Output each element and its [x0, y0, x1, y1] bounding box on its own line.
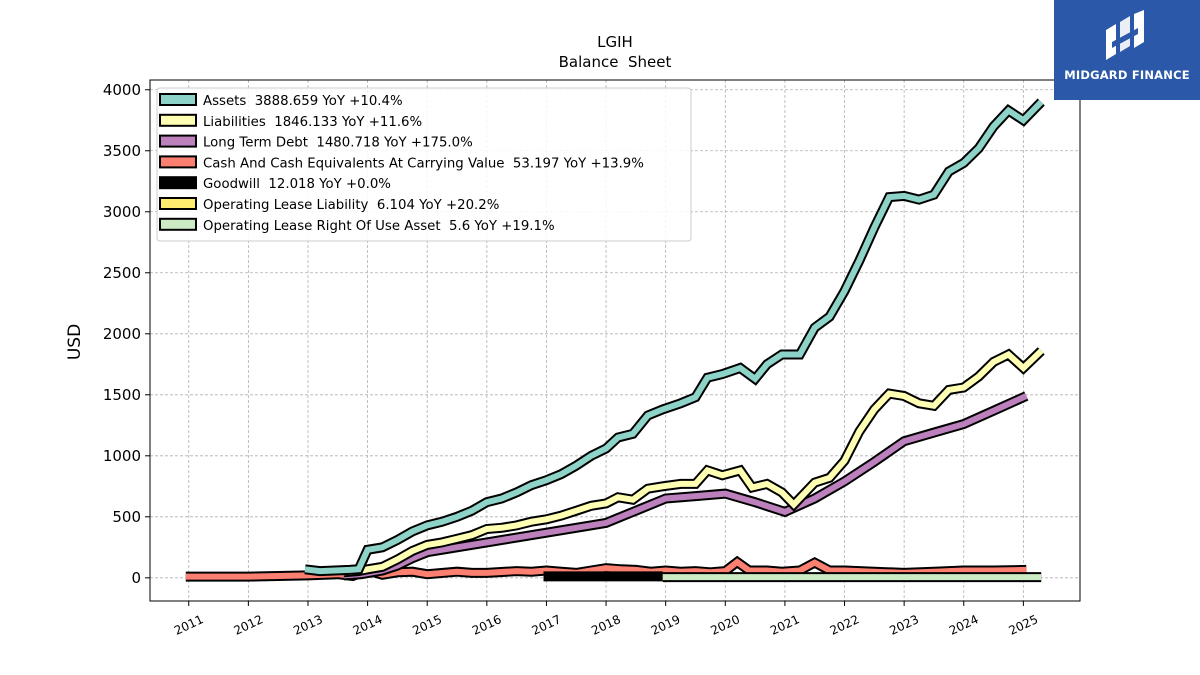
series-liabilities — [343, 347, 1045, 578]
legend-label: Operating Lease Liability 6.104 YoY +20.… — [203, 198, 499, 213]
series-layer — [185, 98, 1045, 583]
legend: Assets 3888.659 YoY +10.4% Liabilities 18… — [156, 87, 692, 242]
legend-label: Long Term Debt 1480.718 YoY +175.0% — [203, 136, 473, 151]
y-tick-label: 0 — [131, 569, 141, 587]
legend-label: Liabilities 1846.133 YoY +11.6% — [203, 115, 422, 130]
legend-swatch — [159, 155, 197, 169]
series-line — [343, 393, 1028, 579]
chart-title: LGIH — [597, 33, 633, 51]
series-long-term-debt — [343, 391, 1029, 581]
brand-logo-text: MIDGARD FINANCE — [1064, 68, 1190, 82]
plot-frame — [149, 79, 1081, 602]
y-tick-label: 3500 — [103, 142, 141, 160]
legend-label: Operating Lease Right Of Use Asset 5.6 Y… — [203, 219, 555, 234]
y-axis-label: USD — [65, 324, 85, 360]
brand-logo-mark-icon — [1106, 10, 1144, 60]
legend-label: Assets 3888.659 YoY +10.4% — [203, 94, 403, 109]
y-tick-label: 1000 — [103, 447, 141, 465]
legend-label: Goodwill 12.018 YoY +0.0% — [203, 177, 391, 192]
legend-swatch — [159, 176, 197, 190]
y-tick-label: 2500 — [103, 264, 141, 282]
series-line — [343, 348, 1044, 576]
legend-swatch — [159, 197, 197, 210]
series-line — [304, 99, 1044, 575]
y-tick-label: 1500 — [103, 386, 141, 404]
brand-logo: MIDGARD FINANCE — [1054, 0, 1200, 100]
y-tick-label: 2000 — [103, 325, 141, 343]
legend-swatch — [159, 113, 197, 127]
legend-label: Cash And Cash Equivalents At Carrying Va… — [203, 156, 644, 171]
chart-subtitle: Balance Sheet — [559, 53, 672, 71]
legend-swatch — [159, 93, 197, 106]
y-tick-label: 4000 — [103, 81, 141, 99]
legend-swatch — [159, 217, 197, 231]
legend-box — [156, 87, 692, 242]
y-tick-label: 3000 — [103, 203, 141, 221]
series-assets — [304, 98, 1045, 577]
y-tick-label: 500 — [112, 508, 141, 526]
legend-swatch — [159, 134, 197, 148]
